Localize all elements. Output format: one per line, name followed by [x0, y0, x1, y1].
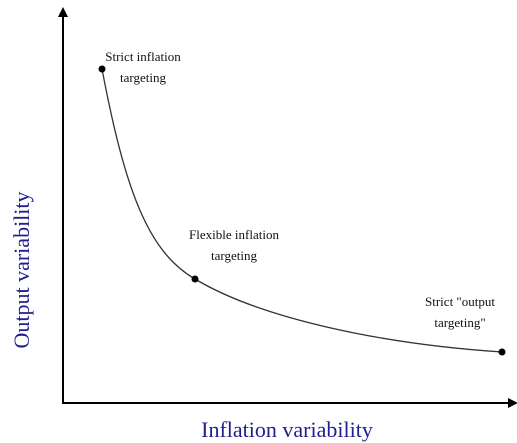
y-axis-label: Output variability	[9, 191, 34, 348]
point	[98, 65, 106, 73]
point-label: targeting	[211, 248, 257, 263]
point-label: Strict inflation	[105, 49, 181, 64]
point-label: targeting"	[434, 315, 485, 330]
point-label: Flexible inflation	[189, 227, 279, 242]
point-label: Strict "output	[425, 294, 495, 309]
point	[191, 275, 199, 283]
tradeoff-curve	[101, 68, 503, 353]
point	[498, 348, 506, 356]
point-label: targeting	[120, 70, 166, 85]
x-axis-label: Inflation variability	[201, 417, 373, 442]
